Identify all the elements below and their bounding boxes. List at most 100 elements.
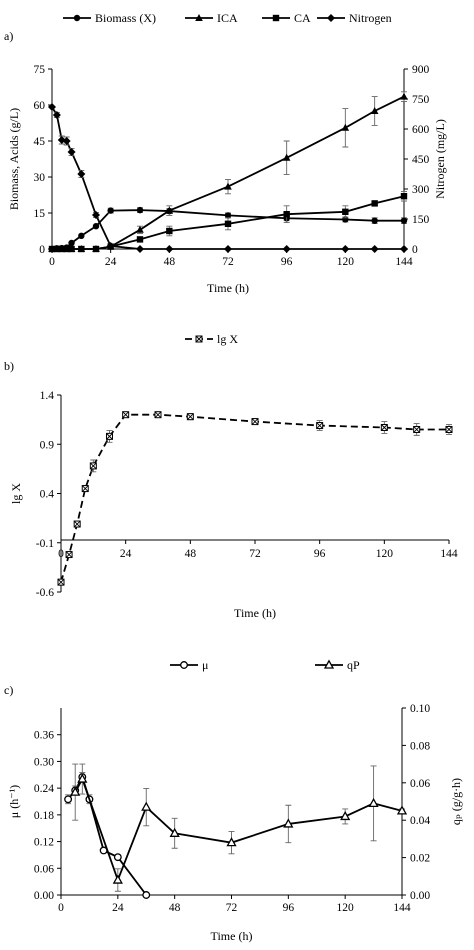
legend-marker bbox=[195, 14, 203, 21]
x-tick-label: 96 bbox=[281, 256, 293, 268]
y2-axis-label: qₚ (g/g·h) bbox=[449, 778, 463, 825]
data-point bbox=[48, 245, 56, 253]
data-point bbox=[141, 801, 152, 811]
y2-tick-label: 900 bbox=[412, 64, 430, 76]
data-point bbox=[70, 786, 81, 796]
legend-label: μ bbox=[202, 658, 208, 672]
data-point bbox=[92, 223, 100, 230]
y2-axis-label: Nitrogen (mg/L) bbox=[433, 119, 447, 199]
data-point bbox=[224, 212, 232, 219]
legend-item: μ bbox=[170, 658, 208, 672]
x-tick-label: 24 bbox=[105, 256, 117, 268]
data-point-cross bbox=[154, 411, 162, 419]
data-point bbox=[341, 245, 350, 253]
data-point bbox=[68, 245, 75, 253]
data-point bbox=[226, 837, 237, 847]
series-ca bbox=[48, 190, 408, 253]
x-tick-label: 24 bbox=[120, 548, 132, 560]
y-tick-label: -0.6 bbox=[36, 587, 54, 599]
y-tick-label: 30 bbox=[34, 172, 46, 184]
legend-label: qP bbox=[347, 658, 360, 672]
data-point bbox=[400, 217, 408, 224]
legend-label: Biomass (X) bbox=[95, 11, 156, 25]
data-point bbox=[52, 111, 61, 119]
data-point bbox=[77, 170, 86, 178]
x-tick-label: 144 bbox=[393, 902, 411, 914]
y-tick-label: -0.1 bbox=[36, 538, 54, 550]
panel-label: a) bbox=[4, 29, 13, 43]
data-point-cross bbox=[251, 418, 259, 425]
x-tick-label: 0 bbox=[58, 902, 64, 914]
panel-label: c) bbox=[4, 683, 13, 697]
data-point bbox=[340, 810, 351, 821]
y2-tick-label: 0.06 bbox=[410, 778, 430, 790]
legend-marker bbox=[327, 14, 335, 22]
y2-tick-label: 0.08 bbox=[410, 740, 430, 752]
data-point bbox=[53, 245, 61, 253]
data-point bbox=[77, 773, 88, 783]
data-point bbox=[224, 245, 232, 253]
data-point-cross bbox=[445, 426, 453, 433]
y-tick-label: 0.18 bbox=[34, 810, 54, 822]
data-point bbox=[396, 805, 408, 815]
legend-marker-cross bbox=[195, 335, 203, 343]
data-point bbox=[370, 245, 379, 253]
chart-panel-2: b) 0 24 48 72 96 120 144 -0.6 -0.1 0.4 0.9 1.4 Time (… bbox=[4, 332, 458, 620]
data-point bbox=[282, 245, 291, 253]
chart-panel-1: a)0 24 48 72 96 120 14401530456075015030045060… bbox=[4, 11, 447, 295]
legend-label: ICA bbox=[217, 11, 238, 25]
data-point bbox=[136, 206, 144, 214]
data-point bbox=[64, 795, 73, 804]
y-tick-label: 0.06 bbox=[34, 863, 54, 875]
data-point bbox=[283, 211, 290, 218]
legend-item: lg X bbox=[185, 332, 238, 346]
data-point bbox=[166, 227, 173, 235]
legend-label: Nitrogen bbox=[349, 11, 392, 25]
legend-item: ICA bbox=[185, 11, 238, 25]
data-point bbox=[58, 245, 65, 253]
y-tick-label: 0.4 bbox=[40, 489, 55, 501]
y-tick-label: 45 bbox=[34, 136, 46, 148]
data-point bbox=[112, 874, 123, 884]
data-point bbox=[400, 92, 408, 100]
series-line bbox=[74, 776, 403, 883]
legend-item: Nitrogen bbox=[317, 11, 392, 25]
legend-marker bbox=[180, 661, 188, 669]
data-point bbox=[113, 853, 122, 862]
data-point-cross bbox=[381, 424, 388, 431]
data-point bbox=[92, 245, 100, 253]
x-axis-label: Time (h) bbox=[211, 929, 253, 943]
data-point bbox=[371, 200, 378, 207]
data-point-cross bbox=[65, 551, 73, 558]
y-tick-label: 15 bbox=[34, 208, 46, 220]
x-axis-label: Time (h) bbox=[207, 281, 249, 295]
y2-tick-label: 750 bbox=[412, 94, 430, 106]
data-point bbox=[136, 245, 144, 253]
x-tick-label: 96 bbox=[314, 548, 326, 560]
data-point-cross bbox=[73, 520, 81, 528]
data-point bbox=[136, 225, 144, 233]
data-point bbox=[371, 217, 378, 224]
y-tick-label: 75 bbox=[34, 64, 46, 76]
data-point bbox=[48, 103, 56, 111]
legend-label: lg X bbox=[217, 332, 238, 346]
y-axis-label: lg X bbox=[9, 483, 23, 504]
x-tick-label: 72 bbox=[249, 548, 261, 560]
x-tick-label: 96 bbox=[283, 902, 295, 914]
data-point-cross bbox=[57, 578, 65, 586]
data-point-cross bbox=[187, 413, 194, 420]
data-point-cross bbox=[122, 411, 129, 419]
legend-item: Biomass (X) bbox=[63, 11, 156, 25]
y2-tick-label: 0.04 bbox=[410, 815, 430, 827]
data-point-cross bbox=[316, 422, 323, 429]
y2-tick-label: 450 bbox=[412, 154, 430, 166]
chart-panel-3: c)0 24 48 72 96 120 1440.000.060.120.180.240.3… bbox=[4, 658, 463, 943]
data-point bbox=[165, 206, 174, 214]
y2-tick-label: 300 bbox=[412, 184, 430, 196]
x-tick-label: 48 bbox=[185, 548, 197, 560]
y-axis-label: μ (h⁻¹) bbox=[7, 785, 21, 818]
data-point-cross bbox=[81, 485, 89, 492]
data-point bbox=[370, 107, 379, 114]
data-point-cross bbox=[90, 462, 97, 470]
